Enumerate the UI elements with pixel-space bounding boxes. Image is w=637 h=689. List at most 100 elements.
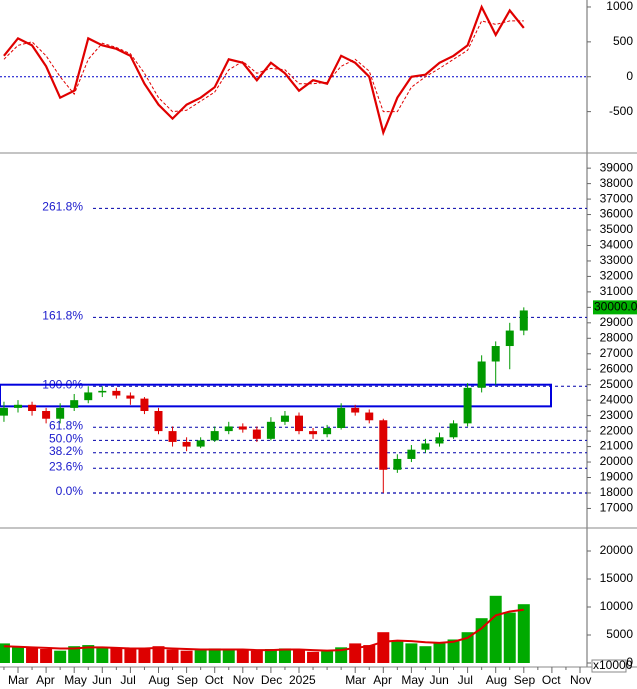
candle-body bbox=[463, 387, 472, 424]
volume-bar bbox=[250, 650, 263, 663]
y-tick-label: 35000 bbox=[600, 222, 634, 236]
y-tick-label: 500 bbox=[613, 34, 633, 48]
y-tick-label: 21000 bbox=[600, 439, 634, 453]
volume-bar bbox=[236, 650, 249, 663]
fib-label: 61.8% bbox=[49, 418, 83, 432]
candle-body bbox=[0, 407, 8, 416]
candle-body bbox=[280, 415, 289, 422]
x-tick-label: Oct bbox=[205, 673, 224, 687]
candle-body bbox=[477, 361, 486, 388]
x-tick-label: Jul bbox=[120, 673, 135, 687]
volume-bar bbox=[0, 643, 10, 663]
volume-bar bbox=[68, 646, 81, 663]
last-price-label: 30000.00 bbox=[594, 300, 637, 314]
y-tick-label: 22000 bbox=[600, 423, 634, 437]
volume-bar bbox=[96, 647, 109, 663]
y-tick-label: 0 bbox=[626, 69, 633, 83]
candle-body bbox=[323, 428, 332, 435]
volume-bar bbox=[152, 646, 165, 663]
volume-bar bbox=[503, 612, 516, 663]
volume-bar bbox=[461, 632, 474, 663]
volume-bar bbox=[377, 632, 390, 663]
fib-label: 50.0% bbox=[49, 432, 83, 446]
candle-body bbox=[196, 440, 205, 447]
volume-bar bbox=[278, 648, 291, 663]
candle-body bbox=[42, 410, 51, 419]
y-tick-label: 20000 bbox=[600, 543, 634, 557]
x-tick-label: Jul bbox=[458, 673, 473, 687]
candle-body bbox=[112, 390, 121, 396]
candle-body bbox=[252, 429, 261, 439]
volume-bar bbox=[12, 646, 24, 663]
x-tick-label: Apr bbox=[373, 673, 392, 687]
zone-box bbox=[0, 383, 552, 408]
volume-bar bbox=[222, 649, 235, 663]
y-tick-label: 5000 bbox=[606, 627, 633, 641]
volume-bar bbox=[208, 648, 221, 663]
y-tick-label: 18000 bbox=[600, 485, 634, 499]
volume-bar bbox=[124, 649, 137, 663]
signal-line bbox=[3, 20, 524, 113]
volume-ma-line bbox=[3, 608, 524, 652]
candle-body bbox=[491, 346, 500, 362]
candle-body bbox=[182, 441, 191, 447]
x-tick-label: Nov bbox=[570, 673, 591, 687]
candle-body bbox=[266, 421, 275, 439]
volume-bar bbox=[391, 640, 404, 663]
candle-body bbox=[379, 420, 388, 470]
fib-label: 261.8% bbox=[42, 200, 83, 214]
candle-body bbox=[295, 415, 303, 432]
y-tick-label: 26000 bbox=[600, 361, 634, 375]
oscillator-line bbox=[3, 4, 525, 137]
y-tick-label: 29000 bbox=[600, 315, 634, 329]
candle-body bbox=[519, 310, 528, 331]
volume-bar bbox=[293, 649, 305, 663]
y-tick-label: 25000 bbox=[600, 377, 634, 391]
y-tick-label: 32000 bbox=[600, 269, 634, 283]
candle-body bbox=[407, 449, 416, 459]
candle-body bbox=[98, 390, 107, 393]
volume-bar bbox=[54, 650, 67, 663]
last-price-box bbox=[593, 300, 637, 315]
y-tick-label: 36000 bbox=[600, 207, 634, 221]
volume-bar bbox=[517, 604, 530, 663]
x-tick-label: Mar bbox=[345, 673, 366, 687]
fib-label: 161.8% bbox=[42, 309, 83, 323]
candle-body bbox=[337, 407, 346, 429]
candle-body bbox=[14, 404, 22, 408]
x-tick-label: Mar bbox=[8, 673, 29, 687]
candle-body bbox=[224, 426, 233, 432]
candle-body bbox=[28, 404, 37, 411]
y-tick-label: 38000 bbox=[600, 176, 634, 190]
x-tick-label: Dec bbox=[261, 673, 282, 687]
y-tick-label: 20000 bbox=[600, 454, 634, 468]
candle-body bbox=[435, 437, 444, 444]
x-tick-label: Aug bbox=[149, 673, 170, 687]
candle-body bbox=[238, 426, 247, 430]
y-tick-label: 31000 bbox=[600, 284, 634, 298]
fib-label: 0.0% bbox=[56, 484, 84, 498]
volume-bar bbox=[264, 649, 277, 663]
candle-body bbox=[84, 392, 93, 401]
candle-body bbox=[421, 443, 430, 450]
volume-bar bbox=[363, 645, 376, 663]
volume-bar bbox=[110, 648, 123, 663]
y-tick-label: 37000 bbox=[600, 191, 634, 205]
candle-body bbox=[56, 407, 65, 419]
volume-bar bbox=[194, 650, 207, 663]
volume-bar bbox=[405, 643, 418, 663]
x-tick-label: May bbox=[64, 673, 87, 687]
volume-bar bbox=[489, 595, 502, 663]
candle-body bbox=[309, 431, 318, 435]
volume-bar bbox=[40, 649, 53, 663]
candle-body bbox=[126, 395, 135, 399]
volume-bar bbox=[166, 649, 179, 663]
x-tick-label: Nov bbox=[233, 673, 254, 687]
y-tick-label: 17000 bbox=[600, 501, 634, 515]
volume-bar bbox=[138, 647, 151, 663]
y-tick-label: 10000 bbox=[600, 599, 634, 613]
volume-bar bbox=[321, 651, 334, 663]
candle-body bbox=[168, 431, 177, 442]
candle-body bbox=[505, 330, 514, 347]
